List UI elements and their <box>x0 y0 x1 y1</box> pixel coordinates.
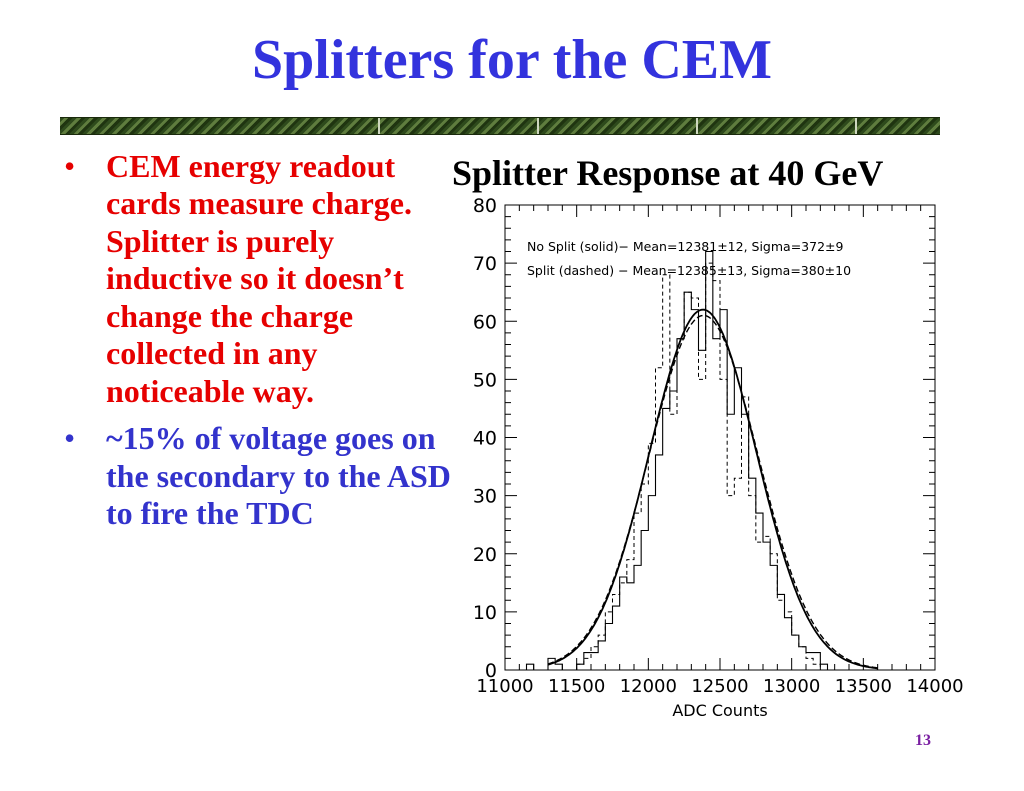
bullet-list: • CEM energy readout cards measure charg… <box>60 148 455 542</box>
bullet-item: • CEM energy readout cards measure charg… <box>60 148 455 410</box>
x-tick-label: 13500 <box>835 676 892 697</box>
bullet-text: CEM energy readout cards measure charge.… <box>106 148 412 409</box>
title-divider <box>60 117 940 135</box>
divider-notch <box>378 118 380 134</box>
bullet-marker: • <box>64 420 76 457</box>
y-tick-label: 60 <box>473 311 497 333</box>
bullet-item: • ~15% of voltage goes on the secondary … <box>60 420 455 532</box>
x-tick-label: 12500 <box>691 676 748 697</box>
x-axis-label: ADC Counts <box>672 701 767 720</box>
solid-histogram <box>505 250 935 671</box>
x-tick-label: 13000 <box>763 676 820 697</box>
y-tick-label: 0 <box>485 660 497 682</box>
y-tick-label: 40 <box>473 428 497 450</box>
y-tick-label: 10 <box>473 602 497 624</box>
bullet-marker: • <box>64 148 76 184</box>
bullet-text: ~15% of voltage goes on the secondary to… <box>106 420 451 531</box>
y-tick-label: 50 <box>473 369 497 391</box>
dashed-gaussian-fit <box>547 314 878 669</box>
divider-notch <box>696 118 698 134</box>
y-tick-label: 20 <box>473 544 497 566</box>
dashed-histogram <box>505 262 935 671</box>
legend-entry: Split (dashed) − Mean=12385±13, Sigma=38… <box>527 263 851 278</box>
x-tick-label: 11000 <box>476 676 533 697</box>
x-tick-label: 11500 <box>548 676 605 697</box>
legend-entry: No Split (solid)− Mean=12381±12, Sigma=3… <box>527 239 844 254</box>
y-tick-label: 70 <box>473 253 497 275</box>
divider-notch <box>855 118 857 134</box>
slide-title: Splitters for the CEM <box>252 29 772 91</box>
y-tick-label: 30 <box>473 486 497 508</box>
chart-heading: Splitter Response at 40 GeV <box>452 153 884 193</box>
x-tick-label: 12000 <box>620 676 677 697</box>
x-tick-label: 14000 <box>906 676 963 697</box>
solid-gaussian-fit <box>547 308 878 670</box>
y-tick-label: 80 <box>473 195 497 217</box>
histogram-chart: 0 10 20 30 40 50 60 70 80 11000 11500 12000 12500 130… <box>473 195 964 720</box>
divider-notch <box>537 118 539 134</box>
page-number: 13 <box>915 732 931 749</box>
